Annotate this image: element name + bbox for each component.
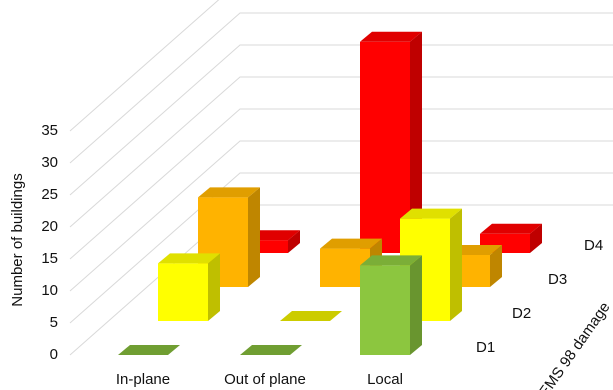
bar-top: [198, 187, 260, 198]
bar: [240, 345, 302, 355]
y-tick-label: 5: [50, 314, 58, 331]
bar-top: [118, 345, 180, 355]
bar-side: [410, 31, 422, 253]
bar: [280, 311, 342, 321]
bar: [158, 253, 220, 321]
bar-top: [360, 255, 422, 266]
bar: [360, 31, 422, 253]
grid-line: [69, 12, 613, 164]
y-tick-label: 15: [41, 250, 58, 267]
bar-front: [158, 263, 208, 321]
x-tick-label: Out of plane: [224, 371, 306, 388]
bar-top: [320, 238, 382, 249]
depth-tick-label: D3: [548, 271, 567, 288]
y-tick-label: 35: [41, 122, 58, 139]
y-tick-label: 0: [50, 346, 58, 363]
grid-line: [69, 140, 613, 292]
bar-side: [450, 208, 462, 321]
bar-side: [410, 255, 422, 355]
grid-line: [69, 172, 613, 324]
bar: [360, 255, 422, 355]
depth-axis-label: EMS 98 damage: [536, 299, 613, 390]
grid-line: [69, 0, 220, 132]
y-tick-label: 20: [41, 218, 58, 235]
grid-line: [69, 76, 613, 228]
bar-side: [288, 230, 300, 253]
y-tick-label: 25: [41, 186, 58, 203]
grid-line: [69, 108, 613, 260]
depth-tick-label: D1: [476, 339, 495, 356]
x-tick-label: Local: [367, 371, 403, 388]
y-tick-label: 10: [41, 282, 58, 299]
bar-top: [360, 31, 422, 42]
bar-top: [400, 208, 462, 219]
bar-top: [480, 223, 542, 234]
depth-tick-label: D2: [512, 305, 531, 322]
bar: [118, 345, 180, 355]
bar-top: [240, 345, 302, 355]
grid-line: [69, 44, 613, 196]
bar-front: [360, 265, 410, 355]
bar-side: [530, 223, 542, 253]
x-tick-label: In-plane: [116, 371, 170, 388]
bar-top: [158, 253, 220, 264]
bar-side: [208, 253, 220, 321]
depth-tick-label: D4: [584, 237, 603, 254]
bar-side: [248, 187, 260, 287]
y-axis-label: Number of buildings: [9, 173, 26, 306]
y-tick-label: 30: [41, 154, 58, 171]
bar-top: [280, 311, 342, 321]
bar-side: [490, 245, 502, 287]
